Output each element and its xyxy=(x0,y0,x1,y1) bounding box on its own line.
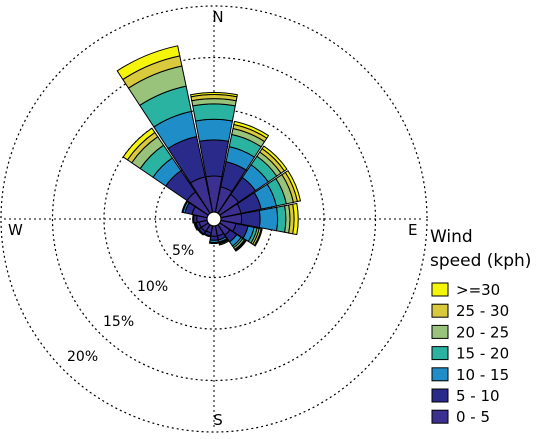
compass-label-w: W xyxy=(8,221,23,239)
legend-items: >=30 25 - 30 20 - 25 15 - 20 10 - 15 5 - 10 0 … xyxy=(431,281,509,426)
compass-label-n: N xyxy=(212,8,223,26)
center-circle xyxy=(206,211,222,227)
radial-tick-label-10: 10% xyxy=(137,279,168,295)
legend-swatch-4 xyxy=(431,367,449,382)
legend: Wind speed (kph) >=30 25 - 30 20 - 25 15 - … xyxy=(430,227,531,426)
grid-ring-20 xyxy=(0,5,428,433)
bar-e-series-6 xyxy=(292,202,299,236)
bar-w-series-2 xyxy=(192,214,195,224)
legend-label-3: 15 - 20 xyxy=(456,345,509,363)
bar-ene-series-6 xyxy=(284,169,302,203)
compass-label-s: S xyxy=(213,411,223,429)
bar-nne-series-6 xyxy=(233,120,270,139)
bar-e-series-2 xyxy=(258,206,279,232)
legend-label-4: 10 - 15 xyxy=(456,366,509,384)
legend-label-2: 20 - 25 xyxy=(456,323,509,341)
bar-sse-series-5 xyxy=(218,239,230,246)
legend-label-0: >=30 xyxy=(456,281,500,299)
bar-ese-series-6 xyxy=(253,228,263,247)
compass-label-e: E xyxy=(408,221,417,239)
radial-tick-label-20: 20% xyxy=(67,349,98,365)
bar-ne-series-6 xyxy=(261,145,288,172)
radial-tick-label-5: 5% xyxy=(172,243,194,259)
legend-swatch-1 xyxy=(431,303,449,318)
legend-label-5: 5 - 10 xyxy=(456,387,500,405)
legend-label-1: 25 - 30 xyxy=(456,302,509,320)
legend-title-line-1: Wind xyxy=(430,227,473,247)
bar-se-series-6 xyxy=(234,239,247,252)
radial-tick-label-15: 15% xyxy=(103,314,134,330)
chart-labels: N E S W 5% 10% 15% 20% xyxy=(8,8,417,429)
legend-swatch-2 xyxy=(431,324,449,339)
bar-n-series-2 xyxy=(194,118,234,142)
legend-title-line-2: speed (kph) xyxy=(430,251,531,271)
legend-swatch-5 xyxy=(431,388,449,403)
bar-wnw-series-3 xyxy=(181,200,189,214)
legend-swatch-3 xyxy=(431,346,449,361)
legend-label-6: 0 - 5 xyxy=(456,408,490,426)
legend-swatch-0 xyxy=(431,282,449,297)
bar-nnw-series-6 xyxy=(116,45,181,81)
center-hub xyxy=(206,211,222,227)
bar-s-series-3 xyxy=(208,241,220,245)
bar-n-series-6 xyxy=(190,92,238,98)
bar-nw-series-6 xyxy=(122,127,156,161)
bar-n-series-3 xyxy=(192,103,236,122)
bar-e-series-3 xyxy=(275,205,287,233)
legend-swatch-6 xyxy=(431,409,449,424)
